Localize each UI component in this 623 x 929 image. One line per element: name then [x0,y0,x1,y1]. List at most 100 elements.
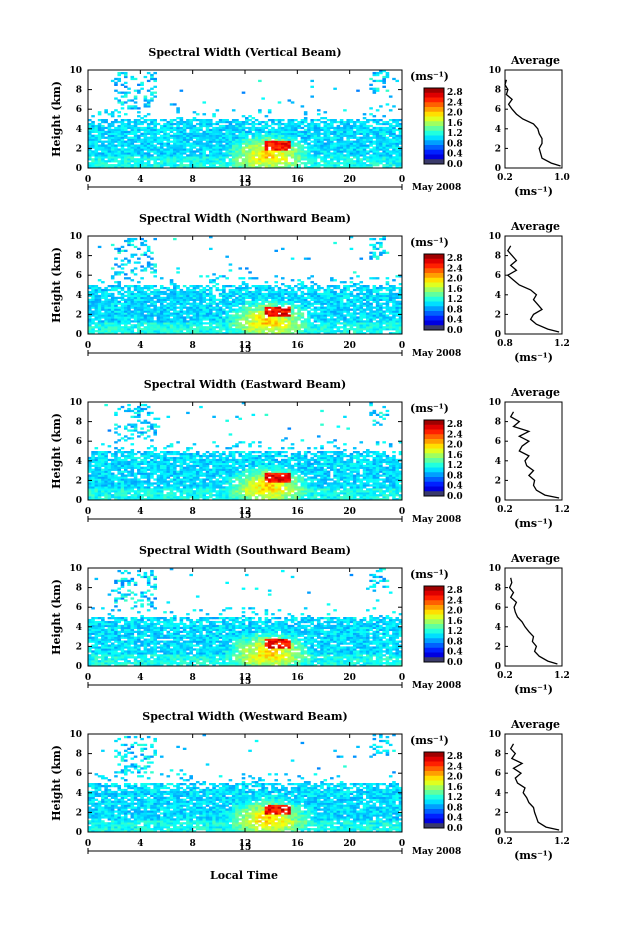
heatmap-cell [346,158,350,161]
heatmap-cell [287,326,292,329]
heatmap-cell [173,296,177,300]
heatmap-cell [251,330,256,333]
heatmap-cell [290,308,295,311]
heatmap-cell [379,152,383,155]
heatmap-cell [323,146,328,149]
heatmap-cell [375,138,380,141]
heatmap-cell [316,126,321,130]
heatmap-cell [336,296,341,300]
heatmap-cell [186,144,190,147]
heatmap-cell [280,290,285,294]
heatmap-cell [212,302,216,305]
heatmap-cell [107,308,112,311]
heatmap-cell [123,302,128,305]
heatmap-cell [120,494,125,497]
heatmap-cell [245,119,249,122]
heatmap-cell [195,136,200,139]
heatmap-cell [284,136,288,139]
heatmap-cell [251,160,256,163]
heatmap-cell [251,120,256,124]
heatmap-cell [107,142,112,145]
heatmap-cell [199,288,203,292]
heatmap-cell [339,126,344,130]
heatmap-cell [284,164,288,167]
heatmap-cell [179,122,184,126]
heatmap-cell [261,152,265,155]
heatmap-cell [104,111,108,114]
heatmap-cell [372,496,377,499]
heatmap-cell [120,314,125,317]
heatmap-cell [205,308,210,311]
heatmap-cell [398,496,403,499]
heatmap-cell [388,154,393,157]
heatmap-cell [300,144,305,147]
heatmap-cell [290,292,295,296]
heatmap-cell [271,314,275,317]
heatmap-cell [392,140,396,143]
y-tick-label: 8 [76,86,82,96]
heatmap-cell [375,496,380,499]
heatmap-cell [153,332,157,335]
heatmap-cell [287,286,292,290]
heatmap-cell [277,332,282,335]
heatmap-cell [205,158,210,161]
heatmap-cell [290,294,295,298]
heatmap-cell [336,142,341,145]
heatmap-cell [352,285,357,288]
colorbar-tick-label: 1.6 [447,119,463,129]
heatmap-cell [267,136,272,139]
heatmap-cell [316,148,321,151]
heatmap-cell [186,122,190,126]
heatmap-cell [192,136,197,139]
heatmap-cell [205,119,210,122]
heatmap-cell [153,150,157,153]
heatmap-cell [140,158,144,161]
heatmap-cell [169,279,174,282]
heatmap-cell [176,328,180,331]
heatmap-cell [222,160,226,163]
heatmap-cell [245,146,249,149]
heatmap-cell [359,281,364,284]
x-tick-label: 12 [239,341,252,351]
heatmap-cell [110,136,115,139]
heatmap-cell [140,304,144,307]
heatmap-cell [215,162,220,165]
heatmap-cell [238,140,243,143]
heatmap-cell [277,101,282,104]
heatmap-cell [140,156,144,159]
date-label: May 2008 [412,349,461,359]
heatmap-cell [395,498,400,501]
heatmap-cell [294,322,298,325]
heatmap-cell [251,290,256,294]
heatmap-cell [346,328,350,331]
heatmap-cell [110,160,115,163]
heatmap-cell [267,162,272,165]
heatmap-cell [107,322,112,325]
heatmap-cell [294,122,298,126]
heatmap-cell [382,164,386,167]
heatmap-cell [379,160,383,163]
heatmap-cell [225,124,229,128]
heatmap-cell [382,81,386,85]
heatmap-cell [333,138,337,141]
heatmap-cell [146,263,151,266]
heatmap-cell [163,152,167,155]
heatmap-cell [182,294,187,298]
heatmap-cell [110,120,115,124]
heatmap-cell [173,162,177,165]
heatmap-cell [245,120,249,124]
heatmap-cell [303,296,308,300]
colorbar-tick-label: 2.4 [447,98,463,108]
heatmap-cell [274,496,279,499]
heatmap-cell [264,160,269,163]
heatmap-cell [323,324,328,327]
heatmap-cell [91,310,95,313]
heatmap-cell [156,146,161,149]
heatmap-cell [346,494,350,497]
heatmap-cell [343,109,347,112]
heatmap-cell [97,286,102,290]
heatmap-cell [352,144,357,147]
heatmap-cell [241,312,246,315]
heatmap-cell [166,156,171,159]
heatmap-cell [395,140,400,143]
